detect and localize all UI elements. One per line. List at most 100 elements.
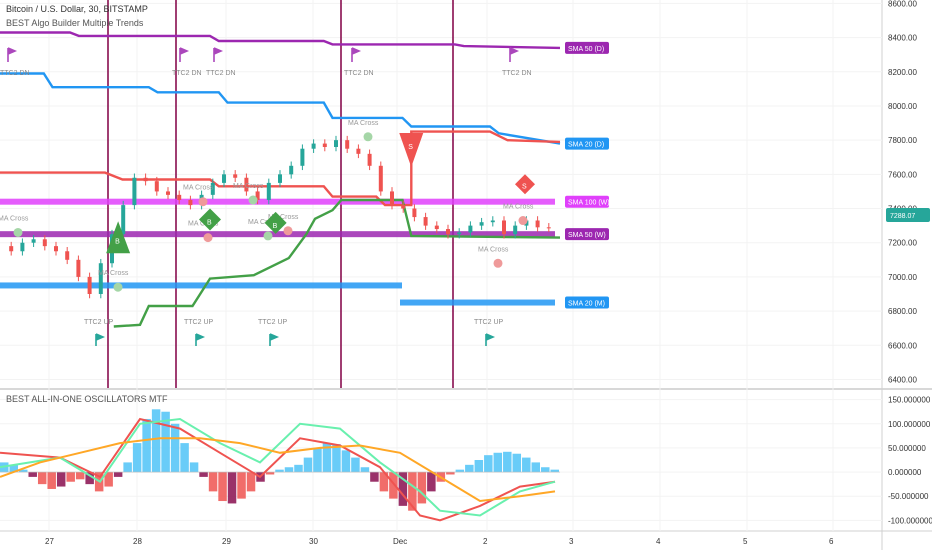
osc-histogram-bar [408, 472, 417, 511]
oscillator-title: BEST ALL-IN-ONE OSCILLATORS MTF [6, 394, 168, 404]
osc-histogram-bar [227, 472, 237, 504]
osc-histogram-bar [512, 453, 522, 473]
ma-cross-dot [283, 226, 293, 236]
osc-histogram-bar [123, 462, 132, 473]
ma-cross-dot [198, 197, 208, 207]
osc-histogram-bar [180, 443, 189, 473]
trend-line [0, 72, 561, 145]
ma-cross-label: MA Cross [0, 215, 29, 222]
candle-body [367, 153, 372, 166]
flag-icon [7, 47, 18, 62]
candle-body [255, 191, 260, 200]
osc-histogram-bar [113, 472, 123, 477]
osc-line-red [0, 417, 556, 522]
buy-signal-label: B [115, 238, 120, 245]
ttc-dn-label: TTC2 DN [0, 70, 30, 77]
osc-tick-label: 100.000000 [888, 420, 931, 429]
candle-body [233, 174, 238, 178]
osc-tick-label: 50.000000 [888, 444, 926, 453]
price-tick-label: 7800.00 [888, 136, 917, 145]
time-tick-label: 30 [309, 537, 318, 546]
osc-histogram-bar [104, 472, 113, 487]
chart-title: Bitcoin / U.S. Dollar, 30, BITSTAMP [6, 4, 148, 14]
osc-histogram-bar [360, 467, 370, 473]
candle-body [457, 232, 462, 235]
osc-histogram-bar [446, 472, 455, 475]
candle-body [535, 220, 540, 228]
candle-body [322, 143, 327, 147]
ma-cross-label: MA Cross [188, 221, 219, 228]
candle-body [177, 194, 182, 200]
ma-cross-dot [493, 258, 503, 268]
candle-body [334, 140, 338, 147]
candle-body [345, 140, 350, 149]
candle-body [98, 263, 103, 294]
candle-body [356, 148, 361, 154]
ma-cross-dot [203, 233, 213, 243]
time-tick-label: 3 [569, 537, 574, 546]
price-tag-value: 7288.07 [890, 213, 915, 220]
time-tick-label: 27 [45, 537, 54, 546]
price-tick-label: 8000.00 [888, 102, 917, 111]
buy-signal-label: B [273, 223, 278, 230]
osc-histogram-bar [370, 472, 379, 482]
ma-cross-dot [248, 195, 258, 205]
candle-body [311, 143, 316, 149]
buy-signal [106, 221, 131, 254]
osc-histogram-bar [503, 451, 512, 473]
price-tick-label: 8400.00 [888, 34, 917, 43]
osc-histogram-bar [284, 467, 294, 473]
ttc-dn-label: TTC2 DN [172, 70, 202, 77]
osc-histogram-bar [246, 472, 256, 492]
time-tick-label: 5 [743, 537, 748, 546]
candle-body [244, 177, 249, 192]
candle-body [31, 239, 36, 243]
osc-histogram-bar [313, 447, 322, 473]
flag-icon [509, 47, 520, 62]
osc-histogram-bar [151, 409, 161, 473]
ttc-up-label: TTC2 UP [84, 319, 114, 326]
candle-body [154, 181, 159, 192]
ttc-dn-label: TTC2 DN [206, 70, 236, 77]
candle-body [166, 191, 170, 195]
osc-histogram-bar [474, 460, 484, 473]
osc-histogram-bar [351, 457, 360, 473]
osc-histogram-bar [161, 411, 170, 473]
candle-body [9, 246, 14, 252]
buy-signal [199, 208, 221, 231]
candle-body [434, 225, 439, 230]
indicator-title: BEST Algo Builder Multiple Trends [6, 18, 144, 28]
price-lines: SMA 100 (W) SMA 50 (W) SMA 20 (M) SMA 50 (D… [0, 31, 610, 328]
osc-histogram-bar [142, 418, 151, 473]
flag-icon [269, 333, 280, 346]
osc-histogram-bar [465, 464, 474, 473]
osc-histogram-bar [275, 469, 284, 473]
candle-body [76, 259, 81, 277]
time-tick-label: 6 [829, 537, 834, 546]
ma-cross-label: MA Cross [233, 183, 264, 190]
line-tag-label: SMA 50 (D) [568, 46, 604, 53]
osc-histogram-bar [9, 464, 18, 473]
sell-signal-label: S [522, 183, 527, 190]
ma-cross-dot [13, 227, 23, 237]
candle-body [401, 205, 406, 209]
osc-histogram-bar [66, 472, 75, 482]
osc-histogram-bar [132, 443, 142, 473]
candle-body [266, 182, 271, 200]
trend-line [0, 31, 561, 50]
ma-cross-dot [363, 132, 373, 142]
candle-body [143, 177, 148, 182]
level-band [0, 282, 402, 289]
time-tick-label: 2 [483, 537, 488, 546]
price-tick-label: 7200.00 [888, 239, 917, 248]
candle-body [132, 177, 137, 206]
ma-cross-dot [518, 216, 528, 226]
osc-tick-label: 0.000000 [888, 468, 922, 477]
ma-cross-label: MA Cross [503, 204, 534, 211]
osc-histogram-bar [218, 472, 227, 502]
flag-icon [213, 47, 224, 62]
osc-histogram-bar [265, 472, 275, 475]
flag-icon [179, 47, 190, 62]
